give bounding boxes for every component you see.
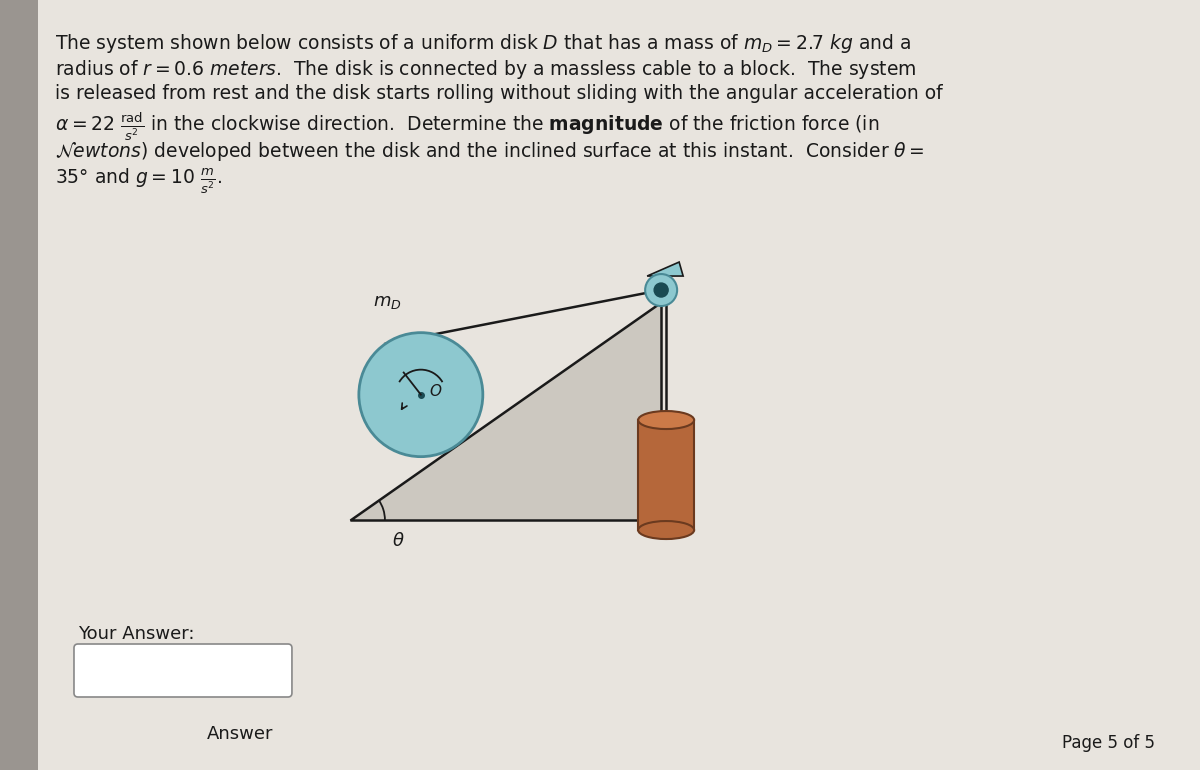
Bar: [0, 0, 38, 770]
Text: $\theta$: $\theta$: [392, 532, 404, 550]
Polygon shape: [647, 262, 683, 276]
Text: $O$: $O$: [428, 383, 443, 399]
Text: Answer: Answer: [206, 725, 274, 743]
FancyBboxPatch shape: [74, 644, 292, 697]
Text: $\mathcal{N}\it{ewtons}$) developed between the disk and the inclined surface at: $\mathcal{N}\it{ewtons}$) developed betw…: [55, 140, 924, 163]
Text: Your Answer:: Your Answer:: [78, 625, 194, 643]
Text: is released from rest and the disk starts rolling without sliding with the angul: is released from rest and the disk start…: [55, 84, 943, 103]
Text: Page 5 of 5: Page 5 of 5: [1062, 734, 1154, 752]
Bar: [638, 420, 694, 530]
Text: radius of $r = 0.6$ $\it{meters}$.  The disk is connected by a massless cable to: radius of $r = 0.6$ $\it{meters}$. The d…: [55, 58, 917, 81]
Circle shape: [646, 274, 677, 306]
Polygon shape: [350, 302, 661, 520]
Text: $35°$ and $g = 10\ \frac{m}{s^2}$.: $35°$ and $g = 10\ \frac{m}{s^2}$.: [55, 166, 222, 196]
Text: $\alpha = 22\ \frac{\mathrm{rad}}{s^2}$ in the clockwise direction.  Determine t: $\alpha = 22\ \frac{\mathrm{rad}}{s^2}$ …: [55, 110, 880, 142]
Text: $m_D$: $m_D$: [373, 293, 402, 310]
Ellipse shape: [638, 521, 694, 539]
Circle shape: [359, 333, 482, 457]
Circle shape: [654, 283, 668, 297]
Polygon shape: [649, 508, 661, 520]
Ellipse shape: [638, 411, 694, 429]
Text: The system shown below consists of a uniform disk $D$ that has a mass of $m_D = : The system shown below consists of a uni…: [55, 32, 911, 55]
